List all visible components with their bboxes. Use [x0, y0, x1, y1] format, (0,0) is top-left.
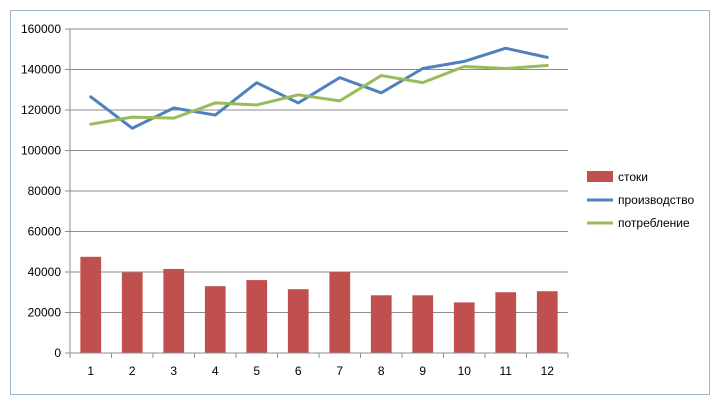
legend-swatch-0: [587, 171, 613, 182]
bar-6: [287, 289, 309, 353]
x-tick-label: 2: [129, 364, 136, 378]
bar-11: [495, 292, 517, 353]
y-tick-label: 0: [54, 346, 61, 360]
x-tick-label: 10: [458, 364, 472, 378]
bar-12: [536, 291, 558, 353]
bar-5: [246, 280, 268, 353]
y-tick-label: 80000: [28, 184, 62, 198]
bar-7: [329, 272, 351, 353]
x-tick-label: 12: [541, 364, 555, 378]
x-tick-labels: 1 2 3 4 5 6 7 8 9 10 11 12: [87, 364, 554, 378]
y-tick-label: 60000: [28, 225, 62, 239]
bar-8: [370, 295, 392, 353]
y-tick-label: 20000: [28, 306, 62, 320]
x-tick-label: 5: [253, 364, 260, 378]
x-tick-label: 9: [419, 364, 426, 378]
bar-4: [204, 286, 226, 353]
line-1: [89, 46, 549, 130]
x-tick-label: 7: [336, 364, 343, 378]
bar-3: [163, 268, 185, 353]
bar-9: [412, 295, 434, 353]
x-tick-label: 8: [378, 364, 385, 378]
legend-label-1: производство: [618, 193, 694, 207]
x-tick-label: 4: [212, 364, 219, 378]
y-tick-label: 120000: [21, 103, 61, 117]
gridlines: [70, 28, 568, 313]
y-tick-label: 100000: [21, 144, 61, 158]
x-tick-label: 11: [500, 364, 513, 378]
line-series: [89, 46, 549, 130]
y-tick-labels: 0 20000 40000 60000 80000 100000 120000 140000 1…: [21, 22, 61, 360]
y-tick-label: 160000: [21, 22, 61, 36]
x-tick-label: 3: [170, 364, 177, 378]
legend: стоки производство потребление: [587, 170, 694, 230]
x-tick-label: 1: [87, 364, 94, 378]
x-tick-label: 6: [295, 364, 302, 378]
bar-10: [453, 302, 475, 353]
legend-label-2: потребление: [618, 216, 690, 230]
y-tick-label: 140000: [21, 63, 61, 77]
bar-2: [121, 272, 143, 353]
axes: [65, 28, 569, 358]
line-2: [89, 63, 549, 126]
legend-label-0: стоки: [618, 170, 648, 184]
bar-series: [80, 256, 558, 353]
chart-frame: 0 20000 40000 60000 80000 100000 120000 140000 1…: [10, 10, 710, 395]
y-tick-label: 40000: [28, 265, 62, 279]
bar-1: [80, 256, 102, 353]
chart-svg: 0 20000 40000 60000 80000 100000 120000 140000 1…: [21, 22, 694, 378]
